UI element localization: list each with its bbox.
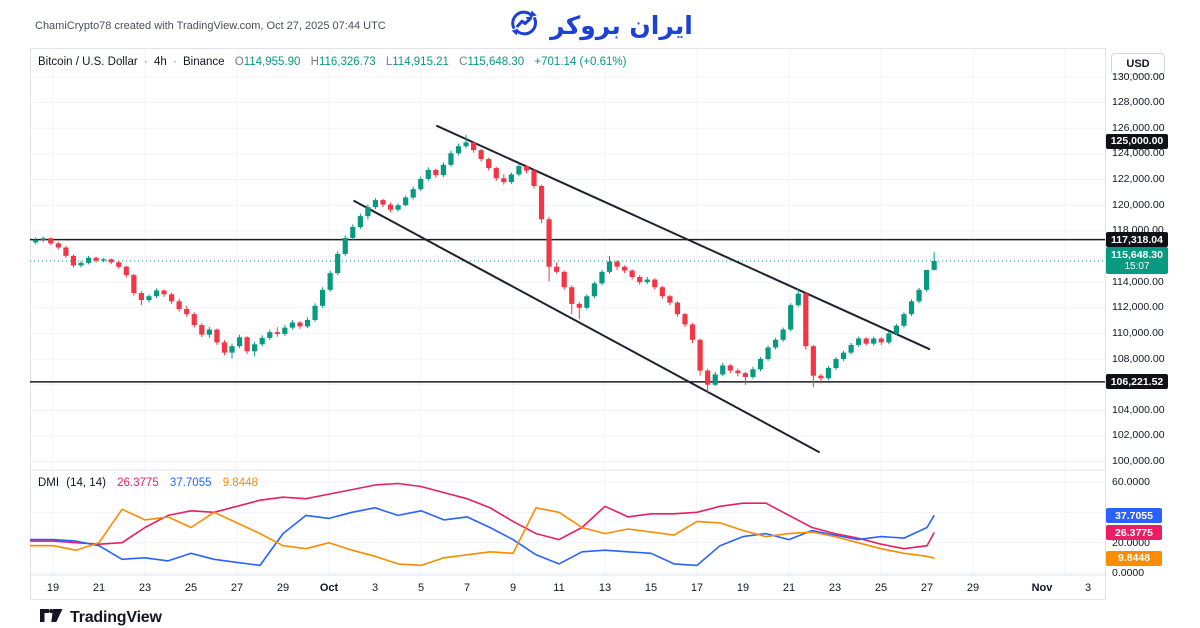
time-axis-label: 19 — [46, 582, 60, 594]
close-value: 115,648.30 — [467, 56, 525, 68]
dmi-title[interactable]: DMI — [38, 477, 60, 489]
time-axis-label: 21 — [782, 582, 796, 594]
open-label: O — [234, 56, 244, 68]
price-axis-label: 110,000.00 — [1112, 326, 1164, 339]
dmi-value-badge-blue: 37.7055 — [1106, 508, 1162, 524]
dmi-value-blue: 37.7055 — [169, 477, 212, 489]
chart-frame — [30, 48, 1168, 600]
time-axis-label: 25 — [184, 582, 198, 594]
price-axis-label: 108,000.00 — [1112, 352, 1165, 365]
tradingview-icon — [40, 606, 63, 628]
change-value: +701.14 (+0.61%) — [534, 56, 627, 68]
brand-logo: ایران بروکر — [507, 6, 693, 45]
price-axis-label: 100,000.00 — [1112, 455, 1165, 468]
time-axis-label: Nov — [1031, 582, 1053, 594]
price-axis-label: 122,000.00 — [1112, 173, 1165, 186]
time-axis-label: 29 — [276, 582, 290, 594]
time-axis-label: 27 — [920, 582, 934, 594]
time-axis-label: 15 — [644, 582, 658, 594]
price-axis-label: 102,000.00 — [1112, 429, 1165, 442]
time-axis-label: Oct — [319, 582, 339, 594]
dmi-value-orange: 9.8448 — [222, 477, 258, 489]
low-value: 114,915.21 — [392, 56, 449, 68]
tradingview-footer-logo[interactable]: TradingView — [40, 606, 162, 628]
price-chart-canvas[interactable] — [30, 48, 1105, 600]
brand-wordmark: ایران بروکر — [550, 11, 693, 40]
price-axis-label: 120,000.00 — [1112, 198, 1165, 211]
dmi-value-badge-pink: 26.3775 — [1106, 525, 1162, 541]
dmi-axis-label: 0.0000 — [1112, 567, 1145, 579]
attribution-text: ChamiCrypto78 created with TradingView.c… — [35, 20, 386, 32]
low-label: L — [385, 56, 393, 68]
time-axis-label: 29 — [966, 582, 980, 594]
price-axis-label: 124,000.00 — [1112, 147, 1165, 160]
time-axis-label: 9 — [509, 582, 517, 594]
high-label: H — [310, 56, 319, 68]
trend-cycle-icon — [507, 6, 541, 45]
exchange-label: Binance — [183, 56, 225, 68]
dmi-axis-label: 60.0000 — [1112, 475, 1150, 488]
price-level-badge: 106,221.52 — [1106, 374, 1168, 390]
time-axis-label: 27 — [230, 582, 244, 594]
time-axis-label: 23 — [138, 582, 152, 594]
symbol-legend[interactable]: Bitcoin / U.S. Dollar · 4h · Binance O11… — [38, 56, 626, 68]
price-axis-label: 114,000.00 — [1112, 275, 1164, 288]
time-axis-label: 21 — [92, 582, 106, 594]
time-axis-label: 23 — [828, 582, 842, 594]
time-axis-label: 25 — [874, 582, 888, 594]
current-price-badge: 115,648.30 15:07 — [1106, 247, 1168, 275]
time-axis-label: 3 — [1084, 582, 1092, 594]
interval-label[interactable]: 4h — [153, 56, 167, 68]
symbol-title[interactable]: Bitcoin / U.S. Dollar — [38, 56, 138, 68]
open-value: 114,955.90 — [243, 56, 301, 68]
tradingview-wordmark: TradingView — [70, 609, 162, 626]
price-axis-label: 130,000.00 — [1112, 70, 1165, 83]
price-axis-label: 128,000.00 — [1112, 96, 1165, 109]
price-axis-label: 126,000.00 — [1112, 121, 1165, 134]
time-axis-label: 13 — [598, 582, 612, 594]
price-level-badge: 125,000.00 — [1106, 133, 1168, 149]
legend-separator: · — [143, 56, 148, 68]
close-label: C — [459, 56, 468, 68]
price-level-badge: 117,318.04 — [1106, 232, 1168, 248]
dmi-legend[interactable]: DMI (14, 14) 26.3775 37.7055 9.8448 — [38, 477, 258, 489]
currency-toggle-button[interactable]: USD — [1111, 53, 1165, 75]
legend-separator: · — [172, 56, 177, 68]
time-axis-label: 3 — [371, 582, 379, 594]
price-axis-label: 112,000.00 — [1112, 301, 1164, 314]
dmi-value-pink: 26.3775 — [117, 477, 159, 489]
time-axis-label: 7 — [463, 582, 471, 594]
dmi-params: (14, 14) — [66, 477, 106, 489]
time-axis-label: 17 — [690, 582, 704, 594]
time-axis-label: 19 — [736, 582, 750, 594]
time-axis-label: 11 — [553, 582, 565, 594]
price-axis-label: 104,000.00 — [1112, 403, 1165, 416]
high-value: 116,326.73 — [318, 56, 376, 68]
dmi-value-badge-orange: 9.8448 — [1106, 550, 1162, 566]
time-axis-label: 5 — [417, 582, 425, 594]
